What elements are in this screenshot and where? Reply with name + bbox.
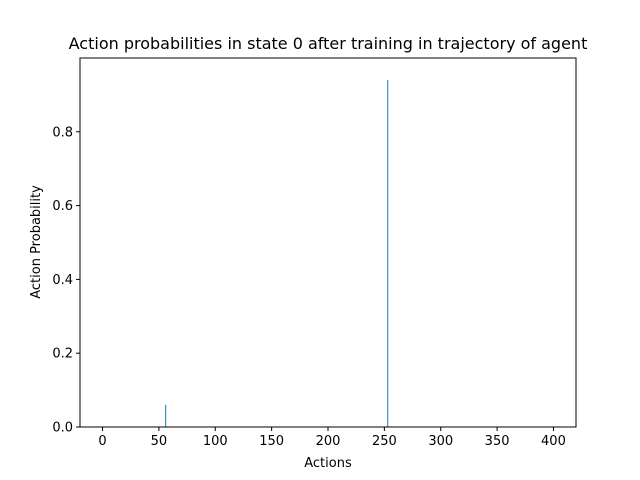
y-tick-label: 0.4 — [52, 273, 73, 288]
x-tick-label: 150 — [259, 434, 284, 449]
plot-frame — [79, 57, 577, 428]
x-tick-label: 250 — [372, 434, 397, 449]
plot-area: 0 50 100 150 200 250 300 350 400 0.0 0.2 0.4 0.6 0.8 — [52, 57, 577, 449]
x-tick-label: 400 — [541, 434, 566, 449]
x-axis-label: Actions — [304, 456, 352, 471]
x-tick-label: 350 — [485, 434, 510, 449]
x-tick-label: 100 — [203, 434, 228, 449]
y-tick-label: 0.0 — [52, 421, 73, 436]
y-tick-label: 0.2 — [52, 347, 73, 362]
y-tick-label: 0.8 — [52, 125, 73, 140]
y-tick-label: 0.6 — [52, 199, 73, 214]
x-tick-label: 300 — [428, 434, 453, 449]
x-tick-label: 200 — [316, 434, 341, 449]
bar — [387, 80, 389, 427]
y-axis-label: Action Probability — [29, 185, 44, 299]
x-tick-label: 50 — [151, 434, 168, 449]
chart-title: Action probabilities in state 0 after tr… — [69, 34, 588, 53]
x-tick-label: 0 — [98, 434, 106, 449]
bar — [165, 404, 167, 427]
